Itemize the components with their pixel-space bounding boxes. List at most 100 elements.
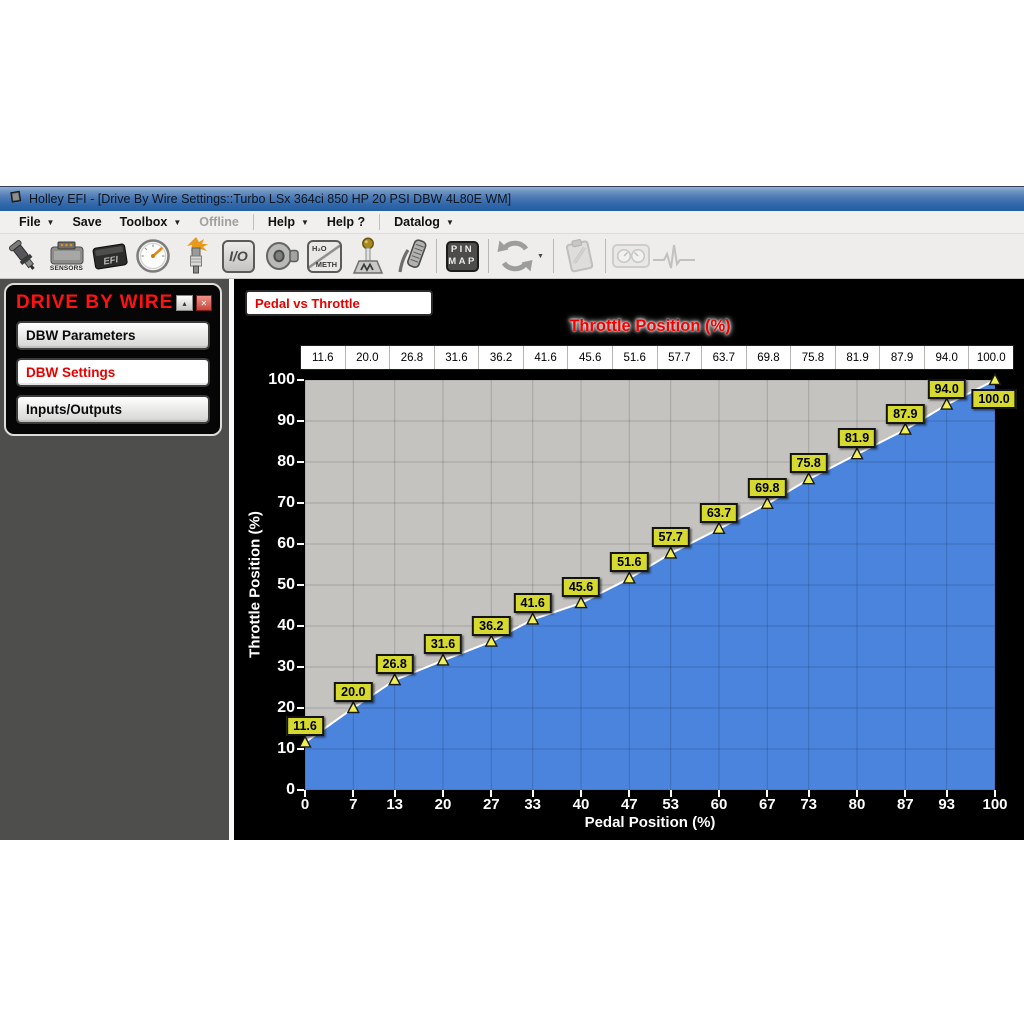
throttle-value-cell[interactable]: 100.0 [968,346,1013,369]
pedal-vs-throttle-button[interactable]: Pedal vs Throttle [245,290,433,316]
point-value-label: 57.7 [651,527,690,548]
x-tick-mark [628,790,631,797]
chart-region: Pedal vs Throttle Throttle Position (%) … [234,279,1024,840]
x-tick-label: 33 [524,796,542,813]
menu-item-help[interactable]: Help ▼ [259,213,318,231]
panel-title: DRIVE BY WIRE [16,292,174,313]
y-tick-label: 20 [277,699,295,716]
throttle-value-cell[interactable]: 41.6 [522,346,568,369]
point-value-label: 36.2 [472,615,511,636]
data-point-marker [622,570,636,584]
sidebar-button-inputs-outputs[interactable]: Inputs/Outputs [16,395,210,424]
notes-icon [558,235,601,277]
sync-icon[interactable] [493,235,536,277]
fuel-injector-icon[interactable] [2,235,45,277]
throttle-value-cell[interactable]: 81.9 [834,346,880,369]
menu-item-save[interactable]: Save [63,213,110,231]
menu-item-label: Help ? [326,215,366,229]
point-value-label: 100.0 [971,389,1017,409]
spark-plug-icon[interactable] [174,235,217,277]
x-tick-label: 67 [758,796,776,813]
throttle-value-cell[interactable]: 31.6 [433,346,479,369]
dropdown-arrow-icon: ▼ [300,217,309,227]
y-tick-label: 60 [277,535,295,552]
menu-item-file[interactable]: File ▼ [10,213,63,231]
menu-item-label: Save [72,215,102,229]
efi-ecu-icon[interactable]: EFI [88,235,131,277]
throttle-value-cell[interactable]: 94.0 [923,346,969,369]
data-point-marker [760,496,774,510]
title-bar: Holley EFI - [Drive By Wire Settings::Tu… [0,186,1024,211]
x-tick-mark [807,790,810,797]
point-value-label: 11.6 [286,716,324,737]
data-point-marker [298,734,312,748]
throttle-area [305,380,995,790]
sidebar-button-dbw-settings[interactable]: DBW Settings [16,358,210,387]
water-meth-icon[interactable]: H₂O METH [303,235,346,277]
x-tick-label: 47 [620,796,638,813]
minimize-icon: ▴ [182,298,187,308]
y-tick-mark [297,789,304,791]
knock-sensor-icon[interactable] [260,235,303,277]
y-tick-label: 40 [277,617,295,634]
plot-area[interactable] [298,372,1002,791]
throttle-value-cell[interactable]: 45.6 [567,346,612,369]
toolbar-separator [488,239,489,273]
menu-item-label: Toolbox [119,215,168,229]
sync-dropdown-arrow-icon[interactable]: ▼ [537,252,544,260]
throttle-value-cell[interactable]: 87.9 [879,346,924,369]
point-value-label: 45.6 [561,577,601,598]
sidebar: DRIVE BY WIRE ▴ ✕ DBW Parameters DBW Sett… [0,279,234,840]
gauge-icon[interactable] [131,235,174,277]
throttle-value-cell[interactable]: 20.0 [344,346,390,369]
y-tick-mark [297,748,304,750]
io-icon[interactable]: I/O [217,235,260,277]
pin-map-icon-label: PIN MAP [446,240,479,272]
panel-close-button[interactable]: ✕ [195,295,212,311]
pin-map-icon[interactable]: PIN MAP [441,235,484,277]
x-tick-mark [304,790,306,797]
shifter-icon[interactable] [346,235,389,277]
menu-item-offline: Offline [190,213,248,231]
y-tick-mark [297,543,304,545]
menu-item-label: File [19,215,41,229]
panel-minimize-button[interactable]: ▴ [176,295,193,311]
x-tick-mark [393,790,396,797]
y-tick-label: 50 [277,576,295,593]
throttle-value-cell[interactable]: 26.8 [389,346,434,369]
y-tick-mark [297,502,304,504]
throttle-value-cell[interactable]: 11.6 [312,351,334,364]
app-icon [8,189,23,209]
x-tick-mark [904,790,907,797]
throttle-value-cell[interactable]: 63.7 [701,346,746,369]
close-icon: ✕ [200,298,208,308]
point-value-label: 69.8 [748,477,787,498]
x-tick-mark [718,790,720,797]
throttle-value-cell[interactable]: 69.8 [745,346,791,369]
throttle-value-cell[interactable]: 75.8 [790,346,835,369]
throttle-curve [304,379,996,744]
holley-efi-window: Holley EFI - [Drive By Wire Settings::Tu… [0,186,1024,840]
content-area: DRIVE BY WIRE ▴ ✕ DBW Parameters DBW Sett… [0,279,1024,840]
x-tick-label: 73 [800,796,818,813]
menu-item-datalog[interactable]: Datalog ▼ [385,213,463,231]
throttle-value-strip[interactable]: 11.6 20.0 26.8 31.6 36.2 41.6 45.6 51.6 57.7 63.7… [300,345,1014,370]
menu-item-label: Datalog [394,215,440,229]
menu-item-help[interactable]: Help ? [318,213,374,231]
data-point-marker [850,446,864,460]
point-value-label: 81.9 [837,428,877,449]
throttle-value-cell[interactable]: 36.2 [478,346,523,369]
sensors-icon[interactable]: SENSORS [45,235,88,277]
y-tick-mark [297,584,304,586]
throttle-value-cell[interactable]: 51.6 [611,346,657,369]
toolbar: SENSORS EFI I/O H₂O METH PIN MAP ▼ [0,234,1024,279]
water-meth-icon-label: H₂O METH [307,239,342,273]
y-tick-mark [297,666,304,668]
sidebar-button-dbw-parameters[interactable]: DBW Parameters [16,321,210,350]
x-tick-label: 7 [349,796,358,813]
menu-item-toolbox[interactable]: Toolbox ▼ [111,213,191,231]
throttle-value-cell[interactable]: 57.7 [656,346,702,369]
pedal-icon[interactable] [389,235,432,277]
drive-by-wire-panel: DRIVE BY WIRE ▴ ✕ DBW Parameters DBW Sett… [4,283,222,436]
